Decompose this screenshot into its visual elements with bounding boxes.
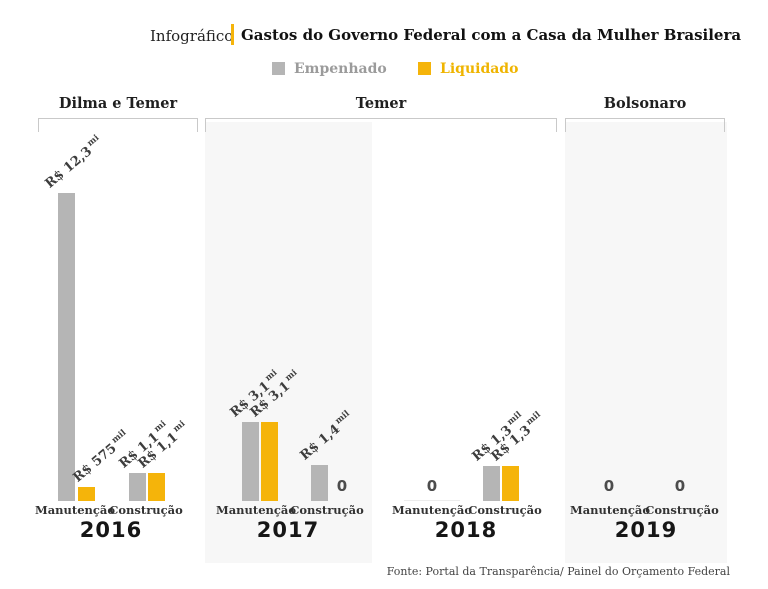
category-label-2019-construcao: Construção bbox=[645, 503, 719, 517]
legend-label-liquidado: Liquidado bbox=[440, 61, 519, 77]
category-label-2016-manutencao: Manutenção bbox=[34, 503, 116, 517]
value-label-2016-manutencao-empenhado: R$ 12,3mi bbox=[42, 133, 102, 192]
zero-label-2019-manutencao: 0 bbox=[603, 477, 615, 495]
panel-2017 bbox=[205, 122, 372, 563]
year-label-2016: 2016 bbox=[79, 518, 143, 542]
category-label-2018-construcao: Construção bbox=[468, 503, 542, 517]
zero-baseline-2018-manutencao bbox=[404, 500, 460, 501]
period-label-dilma-temer: Dilma e Temer bbox=[58, 95, 178, 112]
category-label-2017-manutencao: Manutenção bbox=[215, 503, 297, 517]
bar-2016-construcao-liquidado bbox=[148, 473, 165, 501]
year-label-2019: 2019 bbox=[614, 518, 678, 542]
category-label-2018-manutencao: Manutenção bbox=[391, 503, 473, 517]
bar-2018-construcao-liquidado bbox=[502, 466, 519, 501]
bar-2016-construcao-empenhado bbox=[129, 473, 146, 501]
zero-label-2019-construcao: 0 bbox=[674, 477, 686, 495]
year-label-2018: 2018 bbox=[434, 518, 498, 542]
zero-label-2018-manutencao: 0 bbox=[426, 477, 438, 495]
header-accent-divider bbox=[231, 24, 234, 45]
legend-label-empenhado: Empenhado bbox=[294, 61, 387, 77]
period-bracket-dilma-temer bbox=[38, 118, 198, 133]
period-bracket-temer bbox=[205, 118, 557, 133]
period-label-bolsonaro: Bolsonaro bbox=[603, 95, 687, 112]
kicker-label: Infográfico bbox=[150, 27, 234, 45]
category-label-2016-construcao: Construção bbox=[109, 503, 183, 517]
bar-2018-construcao-empenhado bbox=[483, 466, 500, 501]
bar-2017-construcao-empenhado bbox=[311, 465, 328, 501]
legend-swatch-empenhado bbox=[272, 62, 285, 75]
period-label-temer: Temer bbox=[355, 95, 407, 112]
page-title: Gastos do Governo Federal com a Casa da … bbox=[241, 26, 742, 44]
category-label-2019-manutencao: Manutenção bbox=[569, 503, 651, 517]
bar-2016-manutencao-liquidado bbox=[78, 487, 95, 501]
legend-swatch-liquidado bbox=[418, 62, 431, 75]
source-attribution: Fonte: Portal da Transparência/ Painel d… bbox=[386, 565, 730, 578]
bar-2017-manutencao-liquidado bbox=[261, 422, 278, 501]
bar-2016-manutencao-empenhado bbox=[58, 193, 75, 501]
year-label-2017: 2017 bbox=[256, 518, 320, 542]
category-label-2017-construcao: Construção bbox=[290, 503, 364, 517]
panel-2019 bbox=[565, 122, 727, 563]
period-bracket-bolsonaro bbox=[565, 118, 725, 133]
bar-2017-manutencao-empenhado bbox=[242, 422, 259, 501]
zero-label-2017-construcao-liquidado: 0 bbox=[336, 477, 348, 495]
